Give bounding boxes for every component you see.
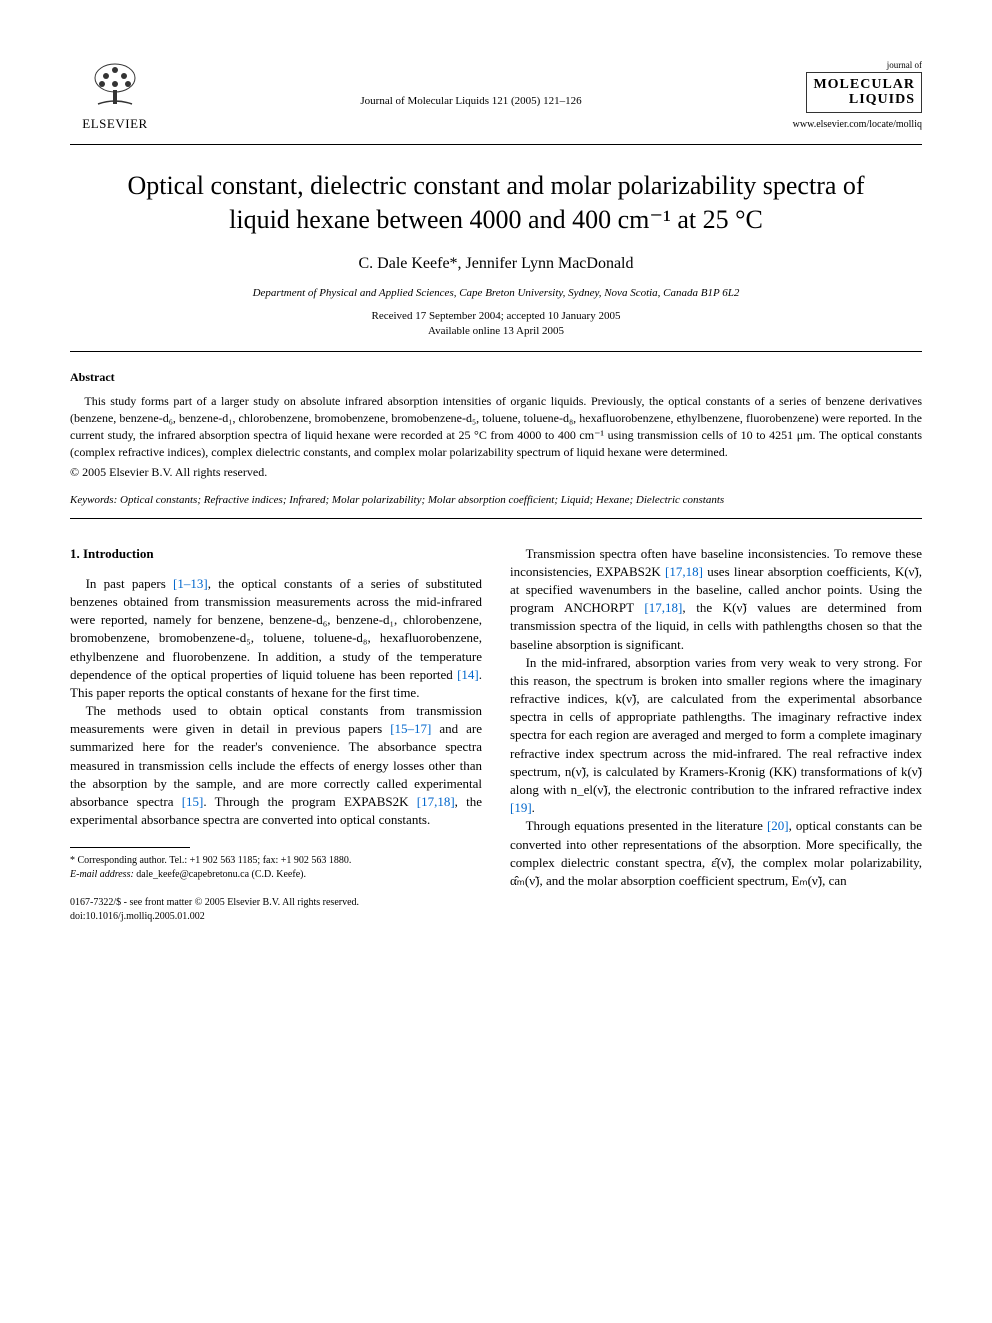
journal-logo-line1: MOLECULAR — [813, 77, 915, 92]
footnote-separator — [70, 847, 190, 848]
journal-logo-line2: LIQUIDS — [849, 92, 915, 107]
t: , the optical constants of a series of s… — [70, 576, 482, 682]
rule-abstract-top — [70, 351, 922, 352]
abstract-copyright: © 2005 Elsevier B.V. All rights reserved… — [70, 465, 922, 480]
journal-logo: journal of MOLECULAR LIQUIDS www.elsevie… — [782, 60, 922, 130]
section-heading: 1. Introduction — [70, 545, 482, 563]
abstract-heading: Abstract — [70, 370, 922, 385]
abstract-text: This study forms part of a larger study … — [70, 393, 922, 460]
footnote-email: E-mail address: dale_keefe@capebretonu.c… — [70, 868, 482, 882]
column-left: 1. Introduction In past papers [1–13], t… — [70, 545, 482, 925]
header-row: ELSEVIER Journal of Molecular Liquids 12… — [70, 60, 922, 132]
ref-link[interactable]: [1–13] — [173, 576, 208, 591]
journal-citation: Journal of Molecular Liquids 121 (2005) … — [160, 60, 782, 107]
keywords-text: Optical constants; Refractive indices; I… — [117, 494, 724, 506]
t: In the mid-infrared, absorption varies f… — [510, 655, 922, 797]
dates-line1: Received 17 September 2004; accepted 10 … — [372, 310, 621, 322]
affiliation: Department of Physical and Applied Scien… — [70, 287, 922, 299]
dates-line2: Available online 13 April 2005 — [428, 325, 564, 337]
footnote-corresponding: * Corresponding author. Tel.: +1 902 563… — [70, 854, 482, 868]
t: . Through the program EXPABS2K — [203, 794, 416, 809]
ref-link[interactable]: [15–17] — [390, 721, 431, 736]
publisher-name: ELSEVIER — [82, 116, 147, 132]
rule-top — [70, 144, 922, 145]
journal-logo-main: MOLECULAR LIQUIDS — [806, 72, 922, 113]
title-line1: Optical constant, dielectric constant an… — [127, 171, 864, 200]
t: . — [532, 800, 535, 815]
ref-link[interactable]: [17,18] — [665, 564, 703, 579]
ref-link[interactable]: [15] — [182, 794, 204, 809]
t: Through equations presented in the liter… — [526, 818, 767, 833]
ref-link[interactable]: [17,18] — [417, 794, 455, 809]
body-p3: Transmission spectra often have baseline… — [510, 545, 922, 654]
email-address: dale_keefe@capebretonu.ca (C.D. Keefe). — [134, 869, 306, 880]
article-title: Optical constant, dielectric constant an… — [70, 169, 922, 237]
body-columns: 1. Introduction In past papers [1–13], t… — [70, 545, 922, 925]
title-line2: liquid hexane between 4000 and 400 cm⁻¹ … — [229, 205, 763, 234]
body-p4: In the mid-infrared, absorption varies f… — [510, 654, 922, 818]
column-right: Transmission spectra often have baseline… — [510, 545, 922, 925]
body-p5: Through equations presented in the liter… — [510, 817, 922, 890]
journal-logo-top: journal of — [887, 60, 922, 70]
publisher-logo: ELSEVIER — [70, 60, 160, 132]
ref-link[interactable]: [14] — [457, 667, 479, 682]
ref-link[interactable]: [19] — [510, 800, 532, 815]
dates: Received 17 September 2004; accepted 10 … — [70, 309, 922, 340]
body-p1: In past papers [1–13], the optical const… — [70, 575, 482, 702]
doi-line: doi:10.1016/j.molliq.2005.01.002 — [70, 910, 482, 924]
journal-url: www.elsevier.com/locate/molliq — [793, 119, 922, 130]
body-p2: The methods used to obtain optical const… — [70, 702, 482, 829]
bottom-meta: 0167-7322/$ - see front matter © 2005 El… — [70, 896, 482, 924]
ref-link[interactable]: [17,18] — [644, 600, 682, 615]
issn-line: 0167-7322/$ - see front matter © 2005 El… — [70, 896, 482, 910]
ref-link[interactable]: [20] — [767, 818, 789, 833]
keywords: Keywords: Optical constants; Refractive … — [70, 494, 922, 506]
t: In past papers — [86, 576, 173, 591]
keywords-label: Keywords: — [70, 494, 117, 506]
publisher-tree-icon — [88, 60, 142, 114]
email-label: E-mail address: — [70, 869, 134, 880]
rule-abstract-bottom — [70, 518, 922, 519]
authors: C. Dale Keefe*, Jennifer Lynn MacDonald — [70, 255, 922, 273]
